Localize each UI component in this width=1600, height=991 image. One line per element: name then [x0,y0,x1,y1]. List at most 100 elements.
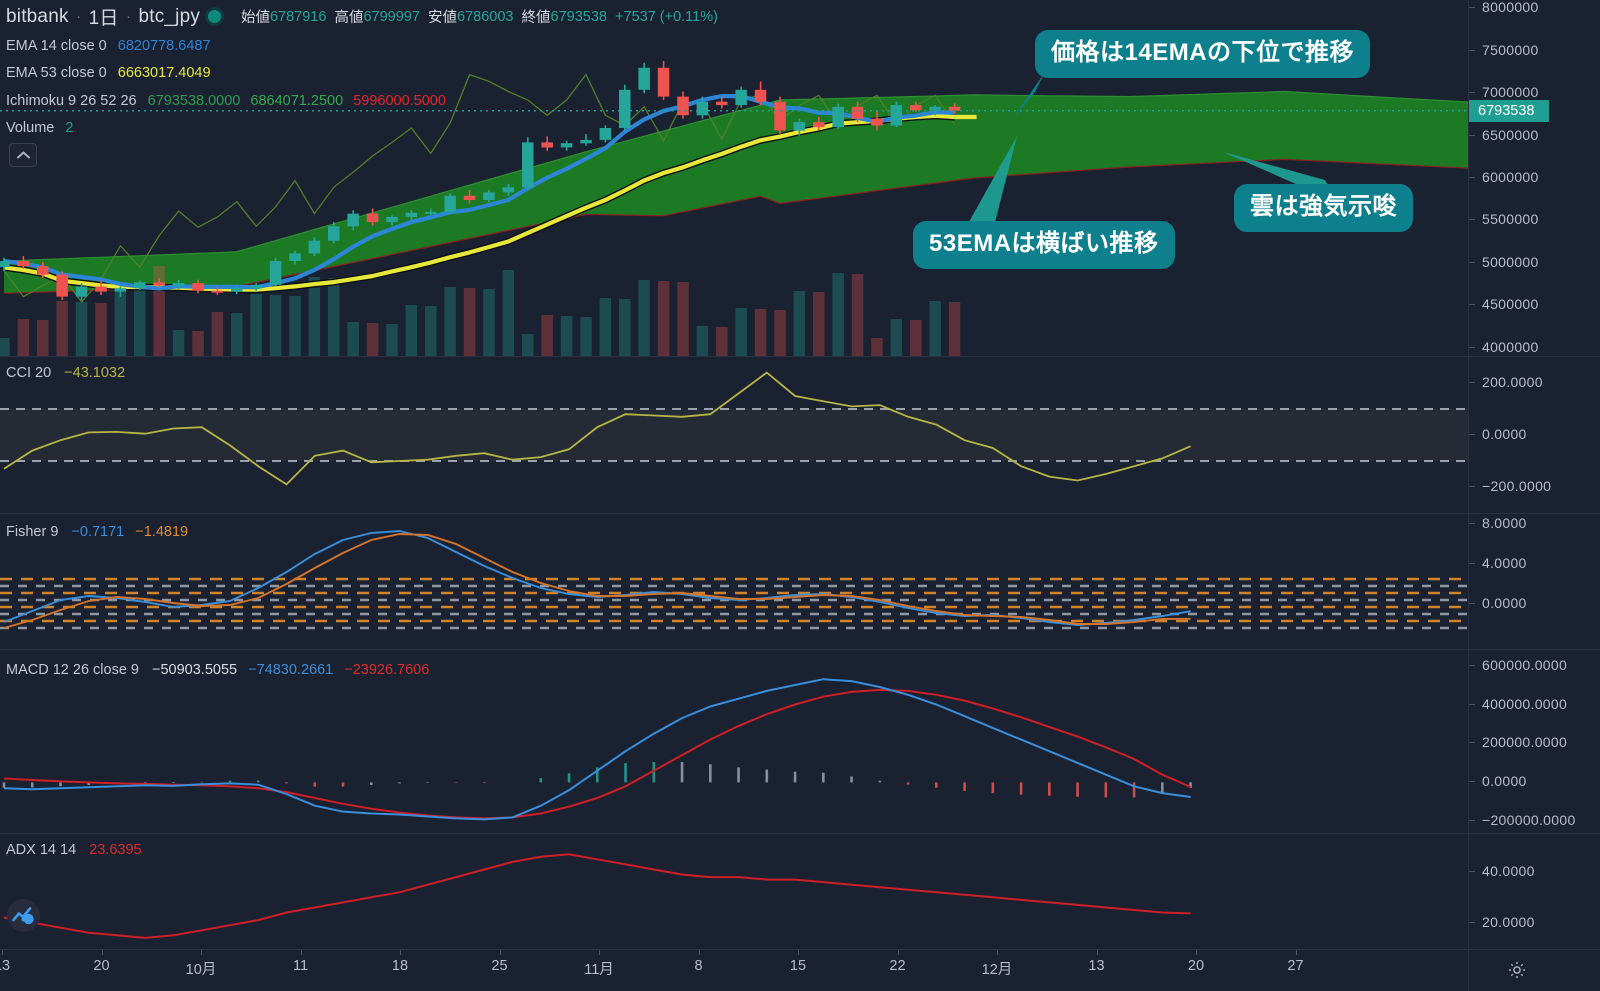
candle-body [328,226,340,241]
price-plot[interactable] [0,0,1468,356]
volume-bar [677,282,689,356]
cci-pane[interactable]: 200.0000 0.0000 −200.0000 [0,357,1600,513]
fisher-axis[interactable]: 8.0000 4.0000 0.0000 [1468,514,1600,649]
volume-bar [366,323,379,356]
volume-bar [0,338,10,356]
candle-body [17,261,30,267]
candle-body [871,118,883,126]
candle-body [211,290,224,293]
volume-bar [37,320,49,356]
volume-bar [114,284,127,356]
tick-mark [1196,950,1197,955]
volume-bar [463,288,476,356]
volume-bar [522,334,534,356]
pane-divider [0,649,1600,650]
current-price-badge[interactable]: 6793538 [1469,99,1549,122]
collapse-pane-button[interactable] [9,143,37,167]
tick-mark [400,950,401,955]
ichimoku-span-a [3,90,1468,262]
adx-pane[interactable]: 40.0000 20.0000 [0,834,1600,948]
callout-53ema-sideways[interactable]: 53EMAは横ばい推移 [913,221,1175,269]
tick-mark [1469,92,1475,94]
candle-body [134,282,146,289]
time-axis-label: 20 [1187,958,1205,974]
tick-mark [1469,382,1475,383]
time-axis[interactable]: 13 20 10月 11 18 25 11月 8 15 22 12月 13 20 27 [0,949,1600,991]
axis-tick-label: 8.0000 [1482,515,1527,531]
candle-body [541,142,553,148]
adx-plot[interactable] [0,834,1468,948]
axis-tick-label: 200000.0000 [1482,734,1568,751]
chart-settings-gear-button[interactable] [1506,959,1528,981]
volume-bar [599,298,612,356]
axis-tick-label: 0.0000 [1482,426,1527,442]
macd-pane[interactable]: 600000.0000 400000.0000 200000.0000 0.0000 −… [0,650,1600,833]
time-axis-label: 18 [391,958,409,974]
cci-plot[interactable] [0,357,1468,513]
volume-bar [560,316,573,356]
time-axis-label: 12月 [981,962,1013,978]
tick-mark [1469,261,1475,263]
volume-bar [851,274,864,356]
axis-tick-label: 7000000 [1482,84,1539,101]
volume-bar [386,324,398,356]
tick-mark [1295,950,1297,955]
candle-body [890,105,903,126]
adx-axis[interactable]: 40.0000 20.0000 [1468,834,1600,948]
axis-tick-label: 400000.0000 [1482,695,1568,712]
volume-bar [192,331,204,356]
cci-axis[interactable]: 200.0000 0.0000 −200.0000 [1468,357,1600,513]
volume-bar [211,312,224,356]
volume-bar [250,294,262,356]
volume-bar [754,309,767,356]
axis-tick-label: 6500000 [1482,126,1539,143]
volume-bar [890,319,903,356]
tick-mark [499,950,501,955]
axis-tick-label: −200000.0000 [1482,812,1576,829]
candle-body [929,106,941,111]
volume-bar [289,296,301,356]
volume-bar [308,277,321,356]
volume-bar [871,338,883,356]
macd-plot[interactable] [0,650,1468,833]
macd-axis[interactable]: 600000.0000 400000.0000 200000.0000 0.0000 −… [1468,650,1600,833]
axis-tick-label: 5500000 [1482,211,1539,228]
volume-bar [172,330,185,356]
tick-mark [1469,664,1475,666]
volume-bar [444,287,456,356]
axis-tick-label: 4000000 [1482,338,1539,355]
candle-body [502,187,515,193]
volume-bar [793,291,806,356]
volume-bar [619,299,631,356]
volume-bar [735,308,747,356]
candle-body [386,217,398,223]
tick-mark [798,950,799,955]
candle-body [813,122,825,128]
macd-chart-svg [2,678,1192,821]
fisher-pane[interactable]: 8.0000 4.0000 0.0000 [0,514,1600,649]
adx-chart-svg [3,853,1191,939]
callout-cloud-bullish[interactable]: 雲は強気示唆 [1234,184,1413,232]
candle-body [366,213,379,223]
axis-tick-label: 4500000 [1482,296,1539,313]
chart-logo-badge[interactable] [7,899,40,932]
candle-body [774,101,786,131]
time-axis-divider [1468,949,1469,991]
volume-bar [813,292,825,356]
tick-mark [997,950,998,955]
pane-divider [0,513,1600,514]
volume-bar [75,302,88,356]
candle-body [735,89,747,106]
candle-body [250,284,262,289]
candle-body [56,274,68,297]
fisher-plot[interactable] [0,514,1468,649]
candle-body [948,106,961,111]
candle-body [657,67,670,97]
price-pane[interactable]: 8000000 7500000 7000000 6500000 6000000 55000… [0,0,1600,356]
volume-bar [832,273,844,356]
price-axis[interactable]: 8000000 7500000 7000000 6500000 6000000 55000… [1468,0,1600,356]
candle-body [716,101,728,106]
tick-mark [1469,871,1475,872]
callout-price-below-14ema[interactable]: 価格は14EMAの下位で推移 [1035,30,1371,78]
volume-bar [405,305,418,356]
